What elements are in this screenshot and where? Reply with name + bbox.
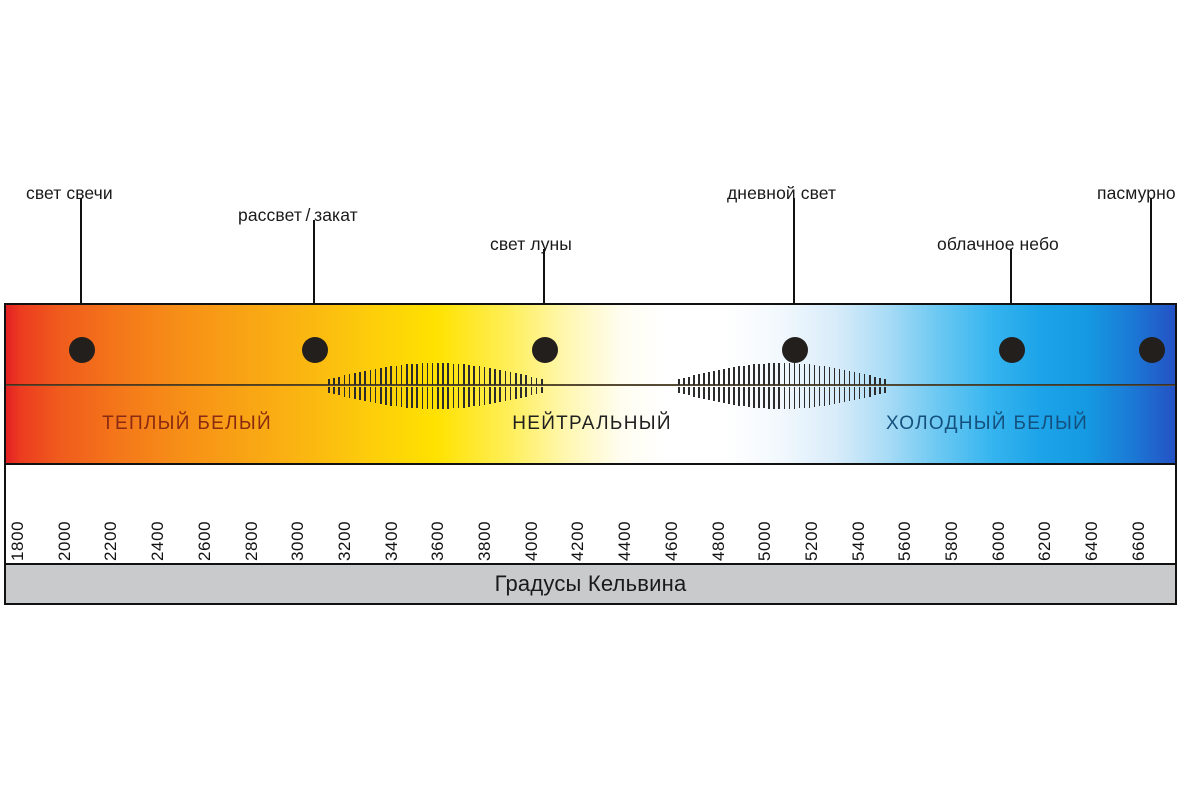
kelvin-scale-label: 6400 [1082, 520, 1102, 561]
kelvin-scale-label: 4800 [708, 520, 728, 561]
kelvin-scale-label: 2400 [148, 520, 168, 561]
kelvin-scale-label: 4600 [661, 520, 681, 561]
temperature-marker-dot [69, 337, 95, 363]
kelvin-scale-label: 5400 [848, 520, 868, 561]
callout-leader-line [793, 198, 796, 348]
kelvin-scale-label: 3400 [381, 520, 401, 561]
kelvin-scale-label: 3800 [475, 520, 494, 561]
band-label: ТЕПЛЫЙ БЕЛЫЙ [102, 413, 272, 434]
kelvin-scale-label: 1800 [8, 520, 27, 561]
band-label: ХОЛОДНЫЙ БЕЛЫЙ [885, 413, 1089, 434]
kelvin-scale-label: 6000 [988, 520, 1008, 561]
callout-label: рассвет / закат [238, 205, 358, 225]
kelvin-scale-label: 2000 [54, 520, 74, 561]
gradient-band-lower [6, 386, 1175, 463]
temperature-marker-dot [782, 337, 808, 363]
temperature-marker-dot [532, 337, 558, 363]
callout-leader-line [1150, 198, 1153, 348]
gradient-band-upper [6, 305, 1175, 385]
kelvin-scale-label: 5600 [895, 520, 915, 561]
footer-bar: Градусы Кельвина [6, 563, 1175, 603]
callout-label: свет свечи [26, 183, 113, 203]
callout-label: облачное небо [937, 234, 1059, 254]
kelvin-scale-label: 3200 [334, 520, 354, 561]
callout-label: дневной свет [727, 183, 837, 203]
kelvin-scale-label: 4200 [568, 520, 588, 561]
kelvin-scale-label: 2600 [194, 520, 214, 561]
callout-leader-line [80, 198, 83, 348]
kelvin-scale-label: 3600 [428, 520, 448, 561]
kelvin-scale-label: 4000 [521, 520, 541, 561]
callout-leader-line [1010, 249, 1013, 348]
callout-label: свет луны [490, 234, 572, 254]
callout-label: пасмурно [1097, 183, 1176, 203]
kelvin-scale-label: 3000 [288, 520, 308, 561]
temperature-marker-dot [302, 337, 328, 363]
temperature-marker-dot [1139, 337, 1165, 363]
kelvin-scale-label: 2800 [241, 520, 261, 561]
band-label: НЕЙТРАЛЬНЫЙ [512, 413, 672, 434]
kelvin-scale-label: 4400 [615, 520, 635, 561]
kelvin-scale-label: 2200 [101, 520, 121, 561]
kelvin-scale-row: 1800 2000 2200 2400 2600 2800 3000 3200 3400 3600… [6, 463, 1175, 565]
band-divider [6, 384, 1175, 386]
callout-leader-line [313, 220, 316, 348]
kelvin-scale-label: 6200 [1035, 520, 1055, 561]
kelvin-scale-label: 5000 [755, 520, 775, 561]
axis-title: Градусы Кельвина [494, 571, 687, 596]
kelvin-scale-label: 5200 [801, 520, 821, 561]
temperature-marker-dot [999, 337, 1025, 363]
kelvin-scale-label: 6600 [1128, 520, 1148, 561]
color-gradient-strip: ТЕПЛЫЙ БЕЛЫЙ НЕЙТРАЛЬНЫЙ ХОЛОДНЫЙ БЕЛЫЙ [6, 305, 1175, 463]
chart-frame: ТЕПЛЫЙ БЕЛЫЙ НЕЙТРАЛЬНЫЙ ХОЛОДНЫЙ БЕЛЫЙ 18… [4, 303, 1177, 605]
callout-leader-line [543, 249, 546, 348]
kelvin-scale-label: 5800 [942, 520, 961, 561]
